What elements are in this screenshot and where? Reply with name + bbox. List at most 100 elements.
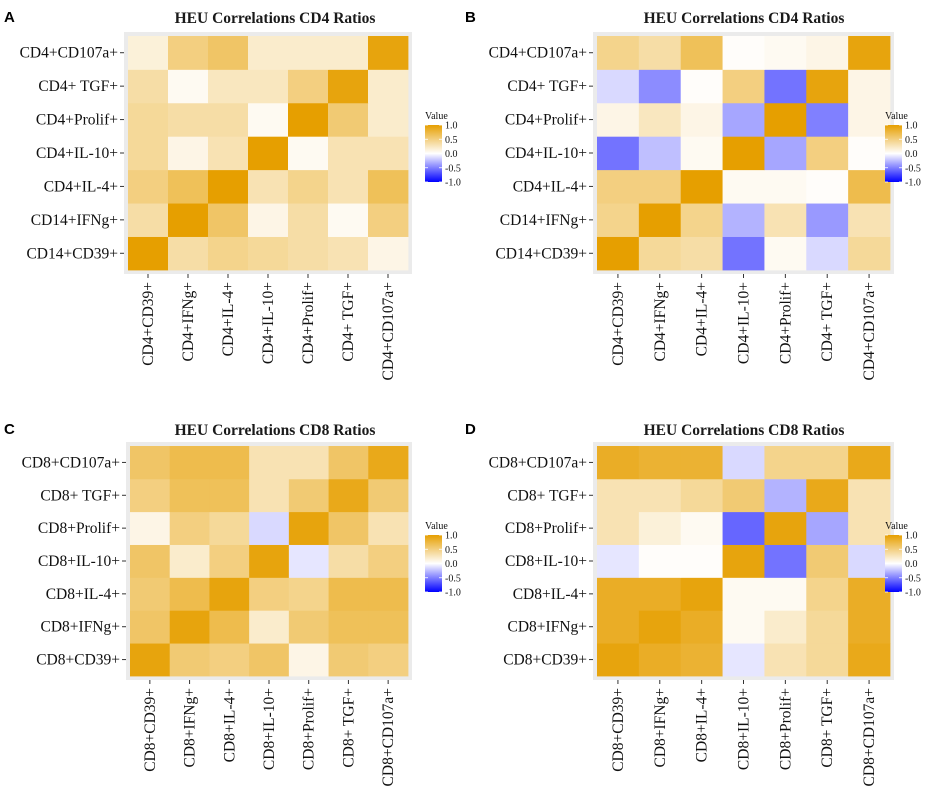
heatmap-tile	[128, 236, 169, 271]
x-tick-label: CD8+CD107a+	[861, 688, 878, 786]
legend-tick-label: -0.5	[905, 163, 921, 174]
heatmap-tile	[680, 610, 723, 644]
heatmap-tile	[288, 69, 329, 104]
heatmap-tile	[249, 610, 290, 644]
heatmap-tile	[208, 136, 249, 171]
legend-tick-label: -0.5	[445, 163, 461, 174]
y-tick-label: CD8+Prolif+	[505, 520, 587, 537]
y-tick-label: CD8+CD39+	[36, 652, 120, 669]
heatmap-tile	[288, 511, 329, 545]
heatmap-tile	[638, 136, 682, 171]
x-tick-label: CD4+IL-10+	[736, 282, 753, 364]
x-tick-label: CD8+ TGF+	[340, 688, 357, 768]
heatmap-tile	[806, 610, 849, 644]
heatmap-tile	[722, 169, 765, 204]
heatmap-tile	[722, 446, 765, 480]
y-tick-label: CD8+CD107a+	[22, 454, 120, 471]
heatmap-tile	[130, 577, 171, 611]
heatmap-tile	[806, 544, 849, 578]
heatmap-tile	[806, 36, 849, 70]
heatmap-tile	[806, 577, 849, 611]
heatmap-tile	[680, 577, 723, 611]
heatmap-tile	[128, 69, 169, 104]
heatmap-tile	[130, 446, 171, 480]
legend-tick-label: 1.0	[905, 531, 918, 542]
heatmap-tile	[288, 610, 329, 644]
heatmap-tile	[368, 69, 409, 104]
heatmap-tile	[368, 136, 409, 171]
y-tick-label: CD8+IL-4+	[513, 586, 587, 603]
heatmap-tile	[680, 169, 723, 204]
heatmap-tile	[288, 643, 329, 677]
heatmap-tile	[848, 610, 891, 644]
y-tick-label: CD4+IL-4+	[44, 178, 118, 195]
heatmap-tile	[848, 511, 891, 545]
x-tick-label: CD8+IL-10+	[261, 688, 278, 770]
heatmap-tile	[208, 69, 249, 104]
heatmap-tile	[328, 69, 369, 104]
heatmap-tile	[288, 169, 329, 204]
x-tick-label: CD4+CD39+	[610, 282, 627, 366]
heatmap-tile	[764, 643, 807, 677]
heatmap-tile	[209, 544, 250, 578]
heatmap-tile	[597, 203, 640, 237]
y-tick-label: CD4+ TGF+	[38, 78, 118, 95]
heatmap-tile	[249, 446, 290, 480]
x-tick-label: CD8+Prolif+	[777, 688, 794, 770]
panel-letter: C	[4, 421, 15, 438]
heatmap-tile	[130, 511, 171, 545]
heatmap-tile	[597, 511, 640, 545]
heatmap-tile	[764, 610, 807, 644]
legend-tick-label: 1.0	[445, 531, 458, 542]
heatmap-tile	[848, 236, 891, 271]
legend-tick-label: -0.5	[445, 573, 461, 584]
heatmap-tile	[209, 511, 250, 545]
panel-letter: A	[4, 9, 15, 26]
heatmap-tile	[288, 236, 329, 271]
heatmap-tile	[848, 478, 891, 513]
heatmap-tile	[128, 36, 169, 70]
legend-tick-label: 0.5	[445, 135, 458, 146]
heatmap-tile	[680, 36, 723, 70]
heatmap-tile	[169, 511, 210, 545]
heatmap-tile	[328, 544, 369, 578]
legend-title: Value	[885, 521, 908, 532]
heatmap-tile	[248, 36, 289, 70]
panel-title: HEU Correlations CD8 Ratios	[175, 422, 376, 439]
heatmap-tile	[249, 544, 290, 578]
y-tick-label: CD8+IFNg+	[508, 619, 588, 636]
legend-tick-label: 0.0	[445, 559, 458, 570]
heatmap-tile	[638, 446, 682, 480]
x-tick-label: CD8+Prolif+	[301, 688, 318, 770]
y-tick-label: CD4+CD107a+	[489, 45, 587, 62]
heatmap-tile	[249, 577, 290, 611]
legend-tick-label: 1.0	[905, 121, 918, 132]
heatmap-tile	[722, 236, 765, 271]
heatmap-tile	[638, 102, 682, 137]
x-tick-label: CD8+ TGF+	[819, 688, 836, 768]
heatmap-tile	[848, 36, 891, 70]
heatmap-tile	[638, 544, 682, 578]
heatmap-tile	[288, 36, 329, 70]
legend-tick-label: 0.0	[905, 149, 918, 160]
x-tick-label: CD4+ TGF+	[819, 282, 836, 362]
heatmap-tile	[638, 610, 682, 644]
y-tick-label: CD8+IL-4+	[46, 586, 120, 603]
y-tick-label: CD4+CD107a+	[20, 45, 118, 62]
legend-colorbar	[885, 125, 902, 182]
heatmap-tile	[368, 610, 409, 644]
heatmap-tile	[168, 69, 209, 104]
x-tick-label: CD8+CD39+	[142, 688, 159, 772]
panel-title: HEU Correlations CD4 Ratios	[175, 10, 376, 27]
heatmap-tile	[638, 169, 682, 204]
heatmap-panel-c: C HEU Correlations CD8 Ratios CD8+CD39+ CD8…	[4, 421, 461, 786]
heatmap-tile	[368, 478, 409, 513]
heatmap-tile	[680, 102, 723, 137]
heatmap-tile	[722, 36, 765, 70]
heatmap-tile	[288, 136, 329, 171]
heatmap-tile	[130, 610, 171, 644]
heatmap-tile	[248, 203, 289, 237]
